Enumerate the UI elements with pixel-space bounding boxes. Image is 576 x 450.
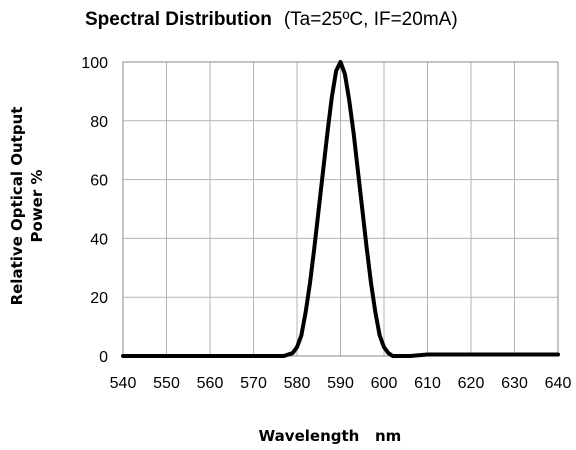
x-tick-label: 630	[501, 375, 528, 392]
y-tick-label: 0	[99, 349, 108, 366]
x-tick-label: 580	[284, 375, 311, 392]
chart-title-main: Spectral Distribution	[85, 9, 272, 30]
y-tick-labels: 0 20 40 60 80 100	[81, 55, 108, 366]
y-axis-label: Relative Optical Output Power %	[8, 107, 46, 306]
x-tick-label: 540	[110, 375, 137, 392]
x-tick-labels: 540 550 560 570 580 590 600 610 620 630 640	[110, 375, 572, 392]
y-tick-label: 40	[90, 231, 108, 248]
y-tick-label: 100	[81, 55, 108, 72]
y-tick-label: 80	[90, 114, 108, 131]
y-tick-label: 20	[90, 290, 108, 307]
x-tick-label: 600	[371, 375, 398, 392]
y-axis-label-line1: Relative Optical Output	[8, 107, 26, 306]
x-tick-label: 620	[458, 375, 485, 392]
x-tick-label: 640	[545, 375, 572, 392]
x-axis-label: Wavelength nm	[259, 427, 402, 445]
x-tick-label: 550	[153, 375, 180, 392]
y-tick-label: 60	[90, 173, 108, 190]
chart-title-conditions: (Ta=25ºC, IF=20mA)	[284, 9, 458, 30]
x-tick-label: 590	[327, 375, 354, 392]
y-axis-label-line2: Power %	[28, 170, 46, 243]
spectral-curve	[121, 60, 560, 358]
x-tick-label: 610	[414, 375, 441, 392]
x-tick-label: 560	[197, 375, 224, 392]
grid	[122, 61, 559, 357]
chart-title: Spectral Distribution (Ta=25ºC, IF=20mA)	[85, 9, 458, 30]
x-tick-label: 570	[240, 375, 267, 392]
